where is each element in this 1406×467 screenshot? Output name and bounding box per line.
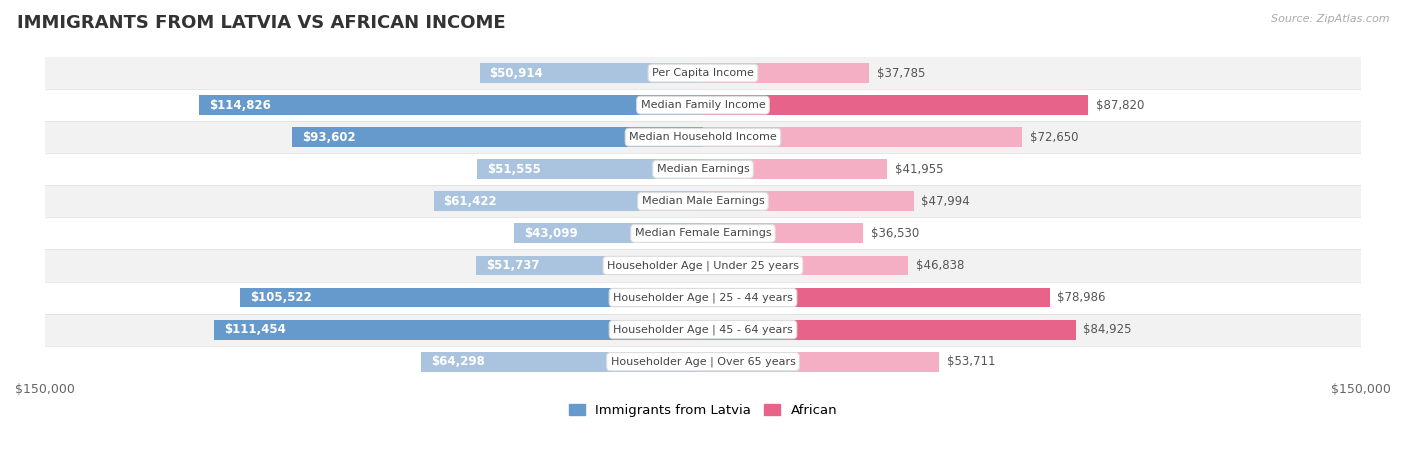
- Bar: [703, 320, 1076, 340]
- Bar: [703, 159, 887, 179]
- Text: $114,826: $114,826: [209, 99, 271, 112]
- Text: $53,711: $53,711: [946, 355, 995, 368]
- Text: $111,454: $111,454: [224, 323, 285, 336]
- Bar: [45, 346, 1361, 378]
- Text: Median Family Income: Median Family Income: [641, 100, 765, 110]
- Text: $47,994: $47,994: [921, 195, 970, 208]
- Text: IMMIGRANTS FROM LATVIA VS AFRICAN INCOME: IMMIGRANTS FROM LATVIA VS AFRICAN INCOME: [17, 14, 506, 32]
- Text: Median Male Earnings: Median Male Earnings: [641, 196, 765, 206]
- Bar: [200, 95, 703, 115]
- Bar: [292, 127, 703, 147]
- Text: $50,914: $50,914: [489, 67, 543, 79]
- Bar: [703, 224, 863, 243]
- Bar: [45, 282, 1361, 313]
- Text: Median Household Income: Median Household Income: [628, 132, 778, 142]
- Text: $43,099: $43,099: [524, 227, 578, 240]
- Text: $72,650: $72,650: [1029, 131, 1078, 144]
- Bar: [515, 224, 703, 243]
- Text: $37,785: $37,785: [877, 67, 925, 79]
- Legend: Immigrants from Latvia, African: Immigrants from Latvia, African: [564, 399, 842, 423]
- Text: Source: ZipAtlas.com: Source: ZipAtlas.com: [1271, 14, 1389, 24]
- Text: $61,422: $61,422: [443, 195, 498, 208]
- Text: $93,602: $93,602: [302, 131, 356, 144]
- Bar: [703, 255, 908, 276]
- Bar: [477, 159, 703, 179]
- Bar: [703, 352, 939, 372]
- Bar: [45, 313, 1361, 346]
- Bar: [45, 57, 1361, 89]
- Bar: [477, 255, 703, 276]
- Text: $51,737: $51,737: [486, 259, 540, 272]
- Text: Median Female Earnings: Median Female Earnings: [634, 228, 772, 239]
- Text: Median Earnings: Median Earnings: [657, 164, 749, 174]
- Bar: [45, 249, 1361, 282]
- Text: $87,820: $87,820: [1097, 99, 1144, 112]
- Text: $84,925: $84,925: [1084, 323, 1132, 336]
- Text: Householder Age | Over 65 years: Householder Age | Over 65 years: [610, 356, 796, 367]
- Bar: [45, 217, 1361, 249]
- Bar: [479, 63, 703, 83]
- Bar: [703, 288, 1049, 307]
- Bar: [703, 127, 1022, 147]
- Bar: [703, 63, 869, 83]
- Text: $64,298: $64,298: [430, 355, 485, 368]
- Text: $41,955: $41,955: [896, 163, 943, 176]
- Bar: [703, 191, 914, 211]
- Bar: [420, 352, 703, 372]
- Bar: [45, 185, 1361, 217]
- Text: Householder Age | 45 - 64 years: Householder Age | 45 - 64 years: [613, 325, 793, 335]
- Text: Householder Age | 25 - 44 years: Householder Age | 25 - 44 years: [613, 292, 793, 303]
- Text: $51,555: $51,555: [486, 163, 540, 176]
- Bar: [433, 191, 703, 211]
- Text: $105,522: $105,522: [250, 291, 312, 304]
- Bar: [45, 121, 1361, 153]
- Text: Householder Age | Under 25 years: Householder Age | Under 25 years: [607, 260, 799, 271]
- Text: $36,530: $36,530: [872, 227, 920, 240]
- Bar: [45, 89, 1361, 121]
- Text: $46,838: $46,838: [917, 259, 965, 272]
- Bar: [703, 95, 1088, 115]
- Bar: [240, 288, 703, 307]
- Bar: [214, 320, 703, 340]
- Text: Per Capita Income: Per Capita Income: [652, 68, 754, 78]
- Bar: [45, 153, 1361, 185]
- Text: $78,986: $78,986: [1057, 291, 1107, 304]
